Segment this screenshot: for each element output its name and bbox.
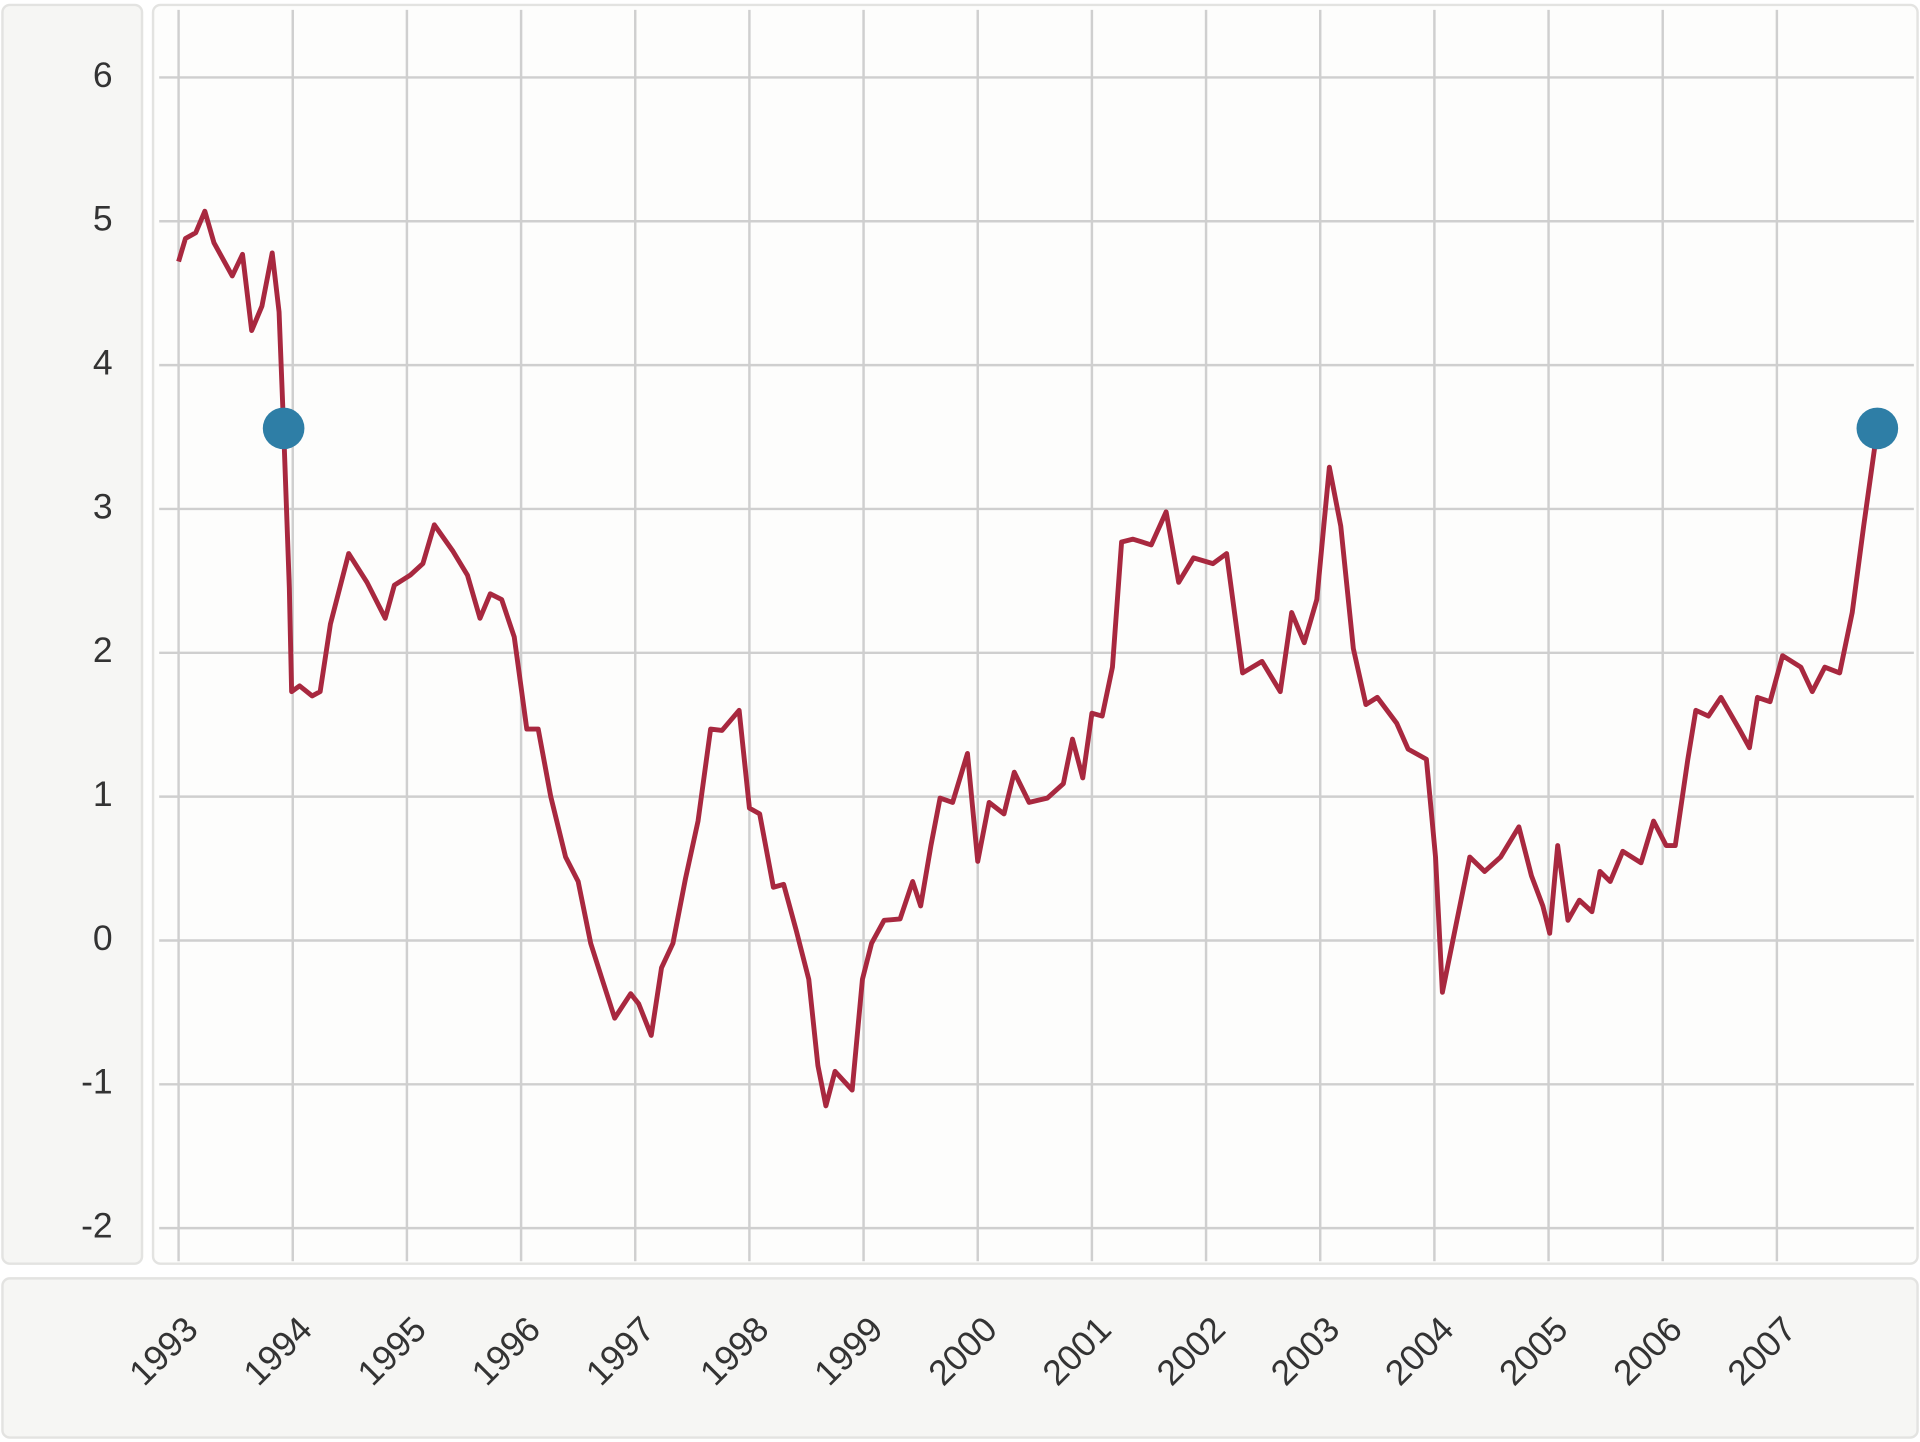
plot-area — [151, 3, 1919, 1265]
y-tick-label: 4 — [93, 342, 113, 382]
y-tick-label: 1 — [93, 774, 113, 814]
y-tick-label: 2 — [93, 630, 113, 670]
y-tick-label: 5 — [93, 199, 113, 239]
y-tick-label: 6 — [93, 55, 113, 95]
y-tick-label: 0 — [93, 918, 113, 958]
x-axis-panel — [1, 1277, 1919, 1439]
y-axis-panel — [1, 3, 144, 1265]
highlight-point — [1856, 407, 1899, 450]
y-tick-label: 3 — [93, 486, 113, 526]
y-tick-label: -1 — [81, 1062, 113, 1102]
highlight-point — [262, 407, 305, 450]
y-tick-label: -2 — [81, 1206, 113, 1246]
data-line — [176, 208, 1880, 1109]
